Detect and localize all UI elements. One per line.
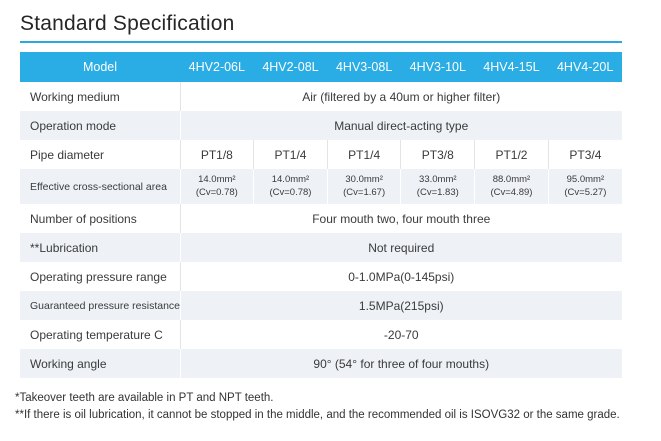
area-value: 14.0mm² [271,174,310,186]
cell-value: PT3/4 [548,140,622,169]
cell-value: 95.0mm² (Cv=5.27) [548,169,622,204]
table-row-number-of-positions: Number of positions Four mouth two, four… [20,204,622,233]
header-model-4: 4HV4-15L [474,52,549,82]
cell-value: 88.0mm² (Cv=4.89) [474,169,549,204]
table-row-working-angle: Working angle 90° (54° for three of four… [20,349,622,378]
footnote-2: **If there is oil lubrication, it cannot… [15,408,620,421]
row-label: Operating temperature C [20,320,181,349]
area-value: 88.0mm² [492,174,531,186]
cv-value: (Cv=0.78) [195,186,238,198]
table-row-operating-temperature: Operating temperature C -20-70 [20,320,622,349]
row-value: 90° (54° for three of four mouths) [180,349,622,378]
table-row-effective-area: Effective cross-sectional area 14.0mm² (… [20,169,622,204]
header-model-5: 4HV4-20L [548,52,622,82]
table-header-row: Model 4HV2-06L 4HV2-08L 4HV3-08L 4HV3-10… [20,52,622,82]
cv-value: (Cv=4.89) [490,186,533,198]
cell-value: 30.0mm² (Cv=1.67) [327,169,402,204]
row-value: Not required [180,233,622,262]
row-label: Effective cross-sectional area [20,169,181,204]
table-row-lubrication: **Lubrication Not required [20,233,622,262]
area-value: 30.0mm² [345,174,383,186]
footnotes: *Takeover teeth are available in PT and … [15,390,661,423]
area-value: 14.0mm² [198,174,236,186]
specification-table: Model 4HV2-06L 4HV2-08L 4HV3-08L 4HV3-10… [20,52,622,378]
area-value: 95.0mm² [566,174,605,186]
cell-value: 14.0mm² (Cv=0.78) [180,169,255,204]
row-label: Working medium [20,82,181,111]
page: Standard Specification Model 4HV2-06L 4H… [15,12,661,423]
row-value: -20-70 [180,320,622,349]
cv-value: (Cv=5.27) [564,186,607,198]
row-value: 0-1.0MPa(0-145psi) [180,262,622,291]
header-model-1: 4HV2-08L [253,52,328,82]
cell-value: 33.0mm² (Cv=1.83) [400,169,476,204]
row-label: Operating pressure range [20,262,181,291]
header-model-2: 4HV3-08L [327,52,401,82]
row-label: **Lubrication [20,233,181,262]
cell-value: PT1/4 [327,140,402,169]
row-label: Number of positions [20,204,181,233]
row-label: Guaranteed pressure resistance [20,291,181,320]
cell-value: PT1/4 [253,140,328,169]
row-label: Working angle [20,349,181,378]
row-value: Air (filtered by a 40um or higher filter… [180,82,622,111]
cell-value: PT1/2 [474,140,549,169]
footnote-1: *Takeover teeth are available in PT and … [15,392,274,404]
page-title: Standard Specification [20,12,622,43]
table-row-operation-mode: Operation mode Manual direct-acting type [20,111,622,140]
header-model-label: Model [20,52,180,82]
table-row-guaranteed-pressure: Guaranteed pressure resistance 1.5MPa(21… [20,291,622,320]
table-row-operating-pressure: Operating pressure range 0-1.0MPa(0-145p… [20,262,622,291]
area-value: 33.0mm² [419,174,457,186]
cell-value: PT1/8 [180,140,255,169]
cv-value: (Cv=1.67) [343,186,386,198]
table-row-working-medium: Working medium Air (filtered by a 40um o… [20,82,622,111]
row-label: Operation mode [20,111,181,140]
header-model-0: 4HV2-06L [180,52,254,82]
row-label: Pipe diameter [20,140,181,169]
table-row-pipe-diameter: Pipe diameter PT1/8 PT1/4 PT1/4 PT3/8 PT… [20,140,622,169]
cv-value: (Cv=0.78) [269,186,312,198]
row-value: 1.5MPa(215psi) [180,291,622,320]
cell-value: 14.0mm² (Cv=0.78) [253,169,328,204]
cv-value: (Cv=1.83) [416,186,459,198]
cell-value: PT3/8 [400,140,476,169]
row-value: Four mouth two, four mouth three [180,204,622,233]
row-value: Manual direct-acting type [180,111,622,140]
header-model-3: 4HV3-10L [400,52,475,82]
